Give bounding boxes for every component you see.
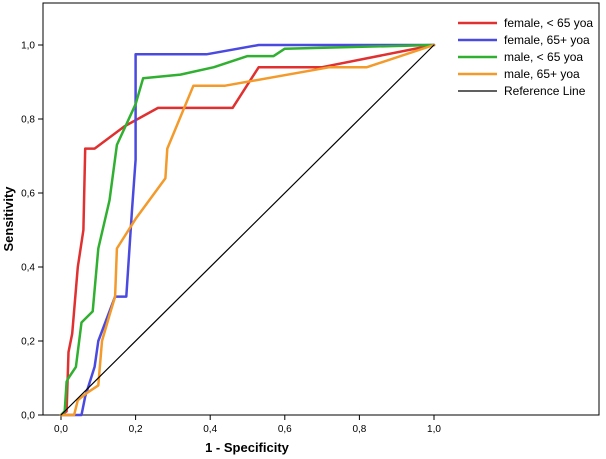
legend-label: Reference Line [504, 84, 586, 98]
axes: 0,0 0,2 0,4 0,6 0,8 1,0 0,0 0,2 0,4 0,6 0,8 1,0 [21, 41, 441, 436]
x-tick-label: 1,0 [427, 424, 441, 435]
x-tick-label: 0,8 [352, 424, 366, 435]
y-tick-label: 0,6 [21, 189, 35, 200]
series-layer [59, 43, 436, 417]
y-axis-title: Sensitivity [1, 186, 16, 252]
legend: female, < 65 yoa female, 65+ yoa male, < 6… [458, 16, 593, 98]
plot-frame [42, 2, 600, 416]
y-tick-label: 0,8 [21, 115, 35, 126]
reference-line [60, 44, 435, 416]
y-tick-label: 0,0 [21, 411, 35, 422]
legend-label: male, 65+ yoa [504, 67, 580, 81]
series-line [59, 43, 436, 417]
series-line [59, 43, 436, 417]
legend-label: female, 65+ yoa [504, 33, 590, 47]
x-axis-title: 1 - Specificity [205, 440, 290, 455]
series-line [59, 43, 436, 417]
x-tick-label: 0,0 [54, 424, 68, 435]
y-tick-label: 0,4 [21, 263, 35, 274]
y-tick-label: 1,0 [21, 41, 35, 52]
x-tick-label: 0,2 [129, 424, 143, 435]
legend-label: female, < 65 yoa [504, 16, 593, 30]
series-line [59, 43, 436, 417]
legend-label: male, < 65 yoa [504, 50, 583, 64]
y-tick-label: 0,2 [21, 337, 35, 348]
x-tick-label: 0,6 [278, 424, 292, 435]
x-tick-label: 0,4 [203, 424, 217, 435]
